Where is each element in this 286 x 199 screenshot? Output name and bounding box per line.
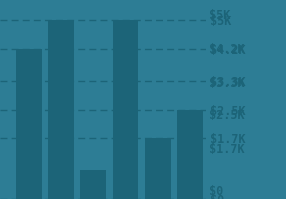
Bar xyxy=(48,20,74,199)
Text: $0: $0 xyxy=(209,184,223,198)
Bar xyxy=(177,110,203,199)
Text: $5K: $5K xyxy=(209,9,230,22)
Text: $3.3K: $3.3K xyxy=(209,77,245,90)
Bar xyxy=(145,138,170,199)
Bar xyxy=(16,49,42,199)
Bar xyxy=(80,170,106,199)
Bar xyxy=(113,20,138,199)
Text: $2.5K: $2.5K xyxy=(209,109,245,122)
Text: $4.2K: $4.2K xyxy=(209,43,245,56)
Text: $1.7K: $1.7K xyxy=(209,143,245,156)
